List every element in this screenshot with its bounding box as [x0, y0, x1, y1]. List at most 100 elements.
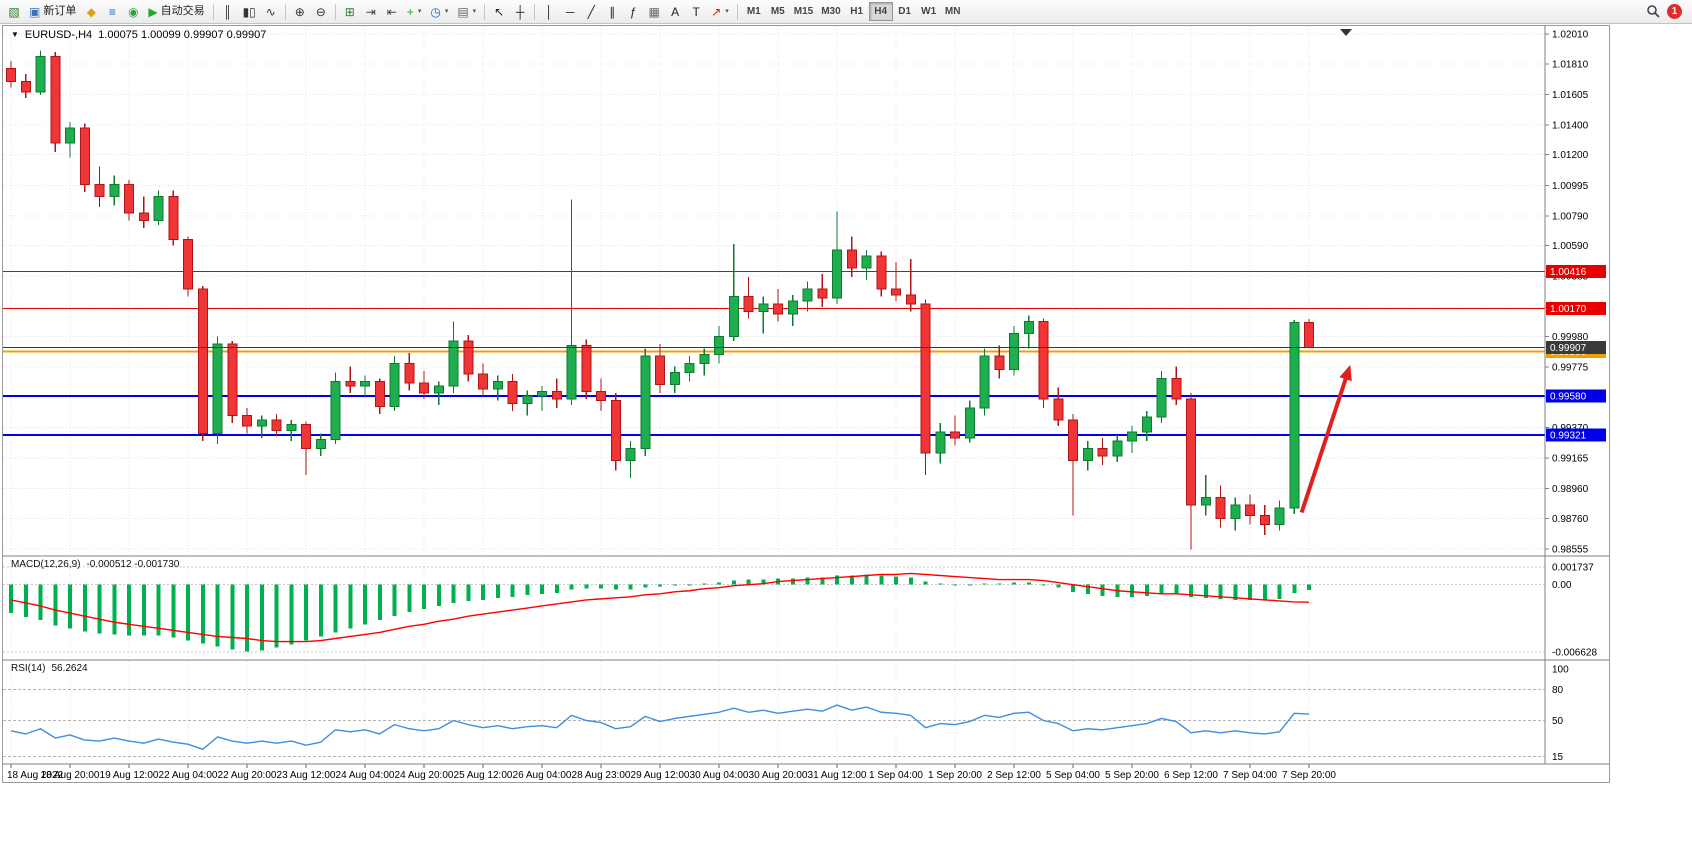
timeframe-m30-button[interactable]: M30 — [817, 2, 844, 21]
timeframe-h1-button[interactable]: H1 — [845, 2, 869, 21]
community-icon: ◉ — [128, 4, 139, 19]
macd-histogram-bar — [1292, 584, 1297, 593]
candle — [964, 407, 975, 439]
candlesticks-button[interactable]: ▮▯ — [239, 2, 260, 22]
notification-badge[interactable]: 1 — [1667, 4, 1682, 19]
candle — [271, 419, 282, 431]
macd-histogram-bar — [112, 584, 117, 635]
candle — [773, 303, 783, 315]
time-axis-label: 2 Sep 12:00 — [987, 770, 1041, 781]
macd-histogram-bar — [392, 584, 397, 617]
templates-button[interactable]: ▤ ▾ — [453, 2, 480, 22]
shapes-icon: ▦ — [648, 4, 660, 19]
tile-windows-button[interactable]: ⊞ — [340, 2, 360, 22]
macd-values: -0.000512 -0.001730 — [86, 559, 180, 570]
main-toolbar: ▧ ▣ 新订单 ◆ ≡ ◉ ▶ 自动交易 ║ ▮▯ ∿ ⊕ ⊖ ⊞ ⇥ ⇤ + ▾ ◷ ▾ ▤ ▾ ↖ ┼ │ ─ ╱ ∥ ƒ ▦ A T ↗ ▾… — [0, 0, 1692, 24]
panel-splitter[interactable] — [3, 659, 1609, 661]
candle — [758, 303, 769, 312]
timeframe-m5-button[interactable]: M5 — [766, 2, 790, 21]
timeframe-m1-button[interactable]: M1 — [742, 2, 766, 21]
macd-histogram-bar — [245, 584, 249, 652]
price-badge-label: 1.00416 — [1550, 267, 1587, 278]
vertical-line-button[interactable]: │ — [539, 2, 559, 22]
auto-scroll-icon: ⇥ — [365, 4, 376, 19]
market-watch-button[interactable]: ≡ — [102, 2, 122, 22]
price-tick-label: 0.99165 — [1552, 454, 1589, 465]
timeframe-m15-button[interactable]: M15 — [790, 2, 817, 21]
macd-histogram-bar — [1130, 584, 1134, 597]
macd-histogram-bar — [1248, 584, 1252, 600]
candle — [699, 353, 710, 364]
periods-button[interactable]: ◷ ▾ — [426, 2, 452, 22]
symbol-row: ▼ EURUSD-,H4 1.00075 1.00099 0.99907 0.9… — [11, 29, 266, 41]
candle — [935, 431, 946, 454]
community-button[interactable]: ◉ — [123, 2, 143, 22]
timeframe-h4-button[interactable]: H4 — [868, 2, 893, 21]
one-click-trading-toggle[interactable]: ▼ — [11, 30, 19, 39]
candle — [1304, 321, 1314, 348]
autotrading-button[interactable]: ▶ 自动交易 — [144, 2, 208, 22]
text-button[interactable]: A — [665, 2, 685, 22]
price-badge — [1546, 428, 1606, 442]
zoom-out-button[interactable]: ⊖ — [311, 2, 331, 22]
macd-histogram-bar — [1307, 584, 1311, 590]
rsi-scale-label: 50 — [1552, 716, 1564, 727]
candle — [1053, 398, 1064, 421]
macd-histogram-bar — [1041, 584, 1046, 586]
time-axis-label: 23 Aug 12:00 — [277, 770, 336, 781]
horizontal-line-button[interactable]: ─ — [560, 2, 580, 22]
macd-histogram-bar — [215, 584, 220, 647]
timeframe-w1-button[interactable]: W1 — [917, 2, 941, 21]
timeframe-d1-button[interactable]: D1 — [893, 2, 917, 21]
trend-arrow-line[interactable] — [1299, 378, 1348, 514]
zoom-in-button[interactable]: ⊕ — [290, 2, 310, 22]
macd-histogram-bar — [1100, 584, 1105, 596]
line-chart-button[interactable]: ∿ — [261, 2, 281, 22]
channel-button[interactable]: ∥ — [602, 2, 622, 22]
candle — [787, 300, 798, 315]
label-button[interactable]: T — [686, 2, 706, 22]
fibonacci-button[interactable]: ƒ — [623, 2, 643, 22]
macd-histogram-bar — [289, 584, 294, 645]
macd-histogram-bar — [613, 584, 618, 590]
candle — [920, 303, 931, 454]
macd-scale-label: -0.006628 — [1552, 648, 1597, 659]
candle — [286, 424, 297, 431]
price-tick-label: 0.98960 — [1552, 484, 1589, 495]
macd-histogram-bar — [761, 579, 766, 585]
caret-down-icon: ▾ — [472, 8, 477, 15]
trendline-button[interactable]: ╱ — [581, 2, 601, 22]
metaeditor-button[interactable]: ◆ — [81, 2, 101, 22]
timeframe-mn-button[interactable]: MN — [941, 2, 965, 21]
indicators-icon: + — [406, 4, 414, 19]
crosshair-button[interactable]: ┼ — [510, 2, 530, 22]
candle — [50, 55, 61, 144]
indicators-button[interactable]: + ▾ — [403, 2, 426, 22]
toolbar-separator — [534, 3, 536, 20]
new-order-button[interactable]: ▣ 新订单 — [25, 2, 80, 22]
chart-canvas[interactable]: 1.02010 1.01810 1.01605 1.01400 1.01200 1.009… — [3, 26, 1609, 782]
zoom-in-icon: ⊕ — [294, 4, 305, 19]
ohlc-bars-button[interactable]: ║ — [218, 2, 238, 22]
chart-shift-marker[interactable] — [1340, 29, 1352, 36]
arrows-button[interactable]: ↗ ▾ — [707, 2, 733, 22]
cursor-button[interactable]: ↖ — [489, 2, 509, 22]
candle — [1112, 440, 1123, 457]
macd-histogram-bar — [1012, 582, 1016, 585]
search-button[interactable] — [1642, 2, 1664, 22]
macd-histogram-bar — [1218, 584, 1223, 599]
candle — [301, 424, 311, 449]
new-chart-button[interactable]: ▧ — [4, 2, 24, 22]
candle — [315, 438, 326, 449]
price-tick-label: 0.99775 — [1552, 363, 1589, 374]
macd-histogram-bar — [23, 584, 28, 618]
auto-scroll-button[interactable]: ⇥ — [361, 2, 381, 22]
price-badge — [1546, 301, 1606, 315]
candle — [1171, 377, 1182, 400]
chart-shift-button[interactable]: ⇤ — [382, 2, 402, 22]
macd-histogram-bar — [953, 584, 957, 586]
panel-splitter[interactable] — [3, 555, 1609, 557]
macd-histogram-bar — [923, 581, 928, 585]
shapes-button[interactable]: ▦ — [644, 2, 664, 22]
price-tick-label: 1.01400 — [1552, 120, 1589, 131]
